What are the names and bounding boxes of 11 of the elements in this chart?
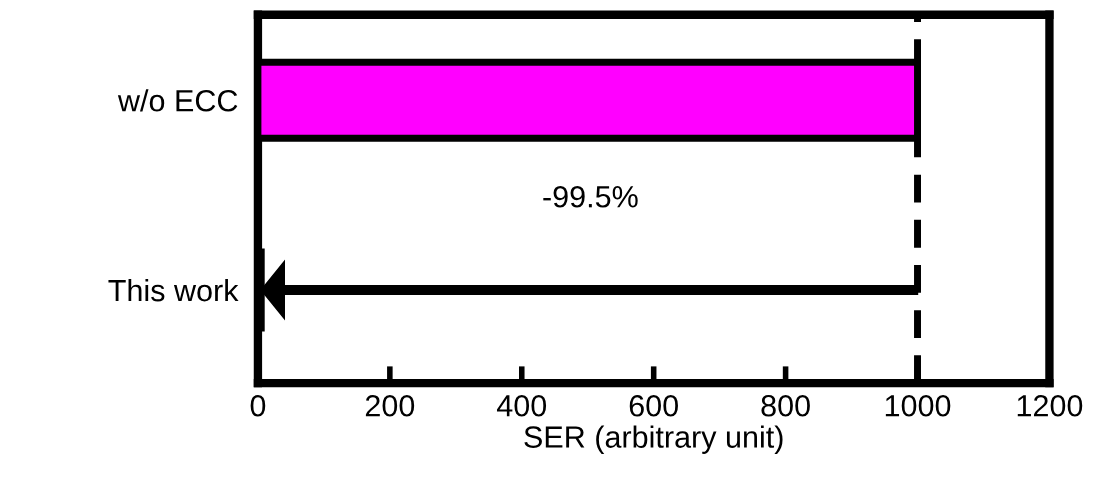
x-tick-label: 600 <box>629 394 678 417</box>
x-axis-title: SER (arbitrary unit) <box>524 425 783 454</box>
x-tick-label: 0 <box>250 394 266 417</box>
x-tick-label: 1200 <box>1017 394 1083 417</box>
y-tick-label: w/o ECC <box>117 89 238 112</box>
y-tick-label: This work <box>108 278 239 302</box>
x-tick-label: 400 <box>496 394 547 417</box>
annotation: -99.5% <box>543 185 638 208</box>
x-tick-label: 800 <box>761 394 810 417</box>
x-tick-label: 1000 <box>885 394 951 417</box>
x-tick-label: 200 <box>365 394 415 417</box>
